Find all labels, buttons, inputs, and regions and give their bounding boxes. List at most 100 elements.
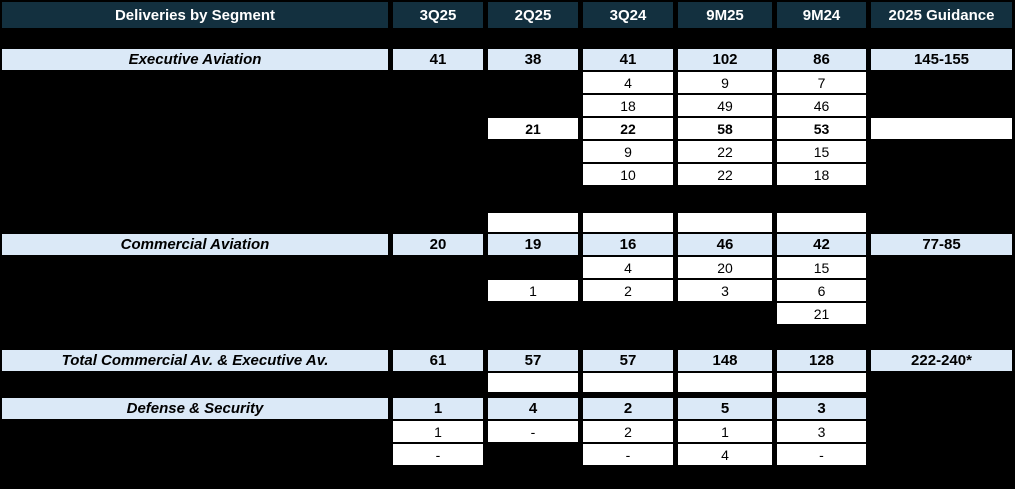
cell-segment: [2, 373, 388, 392]
column-header-9m25: 9M25: [678, 2, 772, 28]
section-label: Executive Aviation: [2, 49, 388, 70]
cell-segment: [2, 303, 388, 324]
cell-9m24: -: [777, 444, 866, 465]
cell-2q25: -: [488, 421, 578, 442]
cell-3q25: 20: [393, 234, 483, 255]
cell-9m24: 86: [777, 49, 866, 70]
cell-3q25: -: [393, 444, 483, 465]
cell-3q25: [393, 141, 483, 162]
cell-guidance: [871, 164, 1012, 185]
deliveries-table: Deliveries by Segment 3Q25 2Q25 3Q24 9M2…: [2, 2, 1015, 465]
empty-detail-row: [2, 373, 1015, 392]
cell-9m25: 4: [678, 444, 772, 465]
section-row-total: Total Commercial Av. & Executive Av. 61 …: [2, 350, 1015, 371]
cell-3q24: 18: [583, 95, 673, 116]
cell-2q25: 21: [488, 118, 578, 139]
cell-9m25: 22: [678, 141, 772, 162]
cell-9m25: [678, 303, 772, 324]
cell-3q24: [583, 213, 673, 232]
column-header-3q24: 3Q24: [583, 2, 673, 28]
cell-guidance: [871, 141, 1012, 162]
cell-2q25: [488, 257, 578, 278]
cell-2q25: [488, 444, 578, 465]
cell-9m25: 5: [678, 398, 772, 419]
cell-guidance: [871, 72, 1012, 93]
cell-2q25: [488, 72, 578, 93]
cell-guidance: [871, 280, 1012, 301]
cell-3q25: [393, 164, 483, 185]
cell-9m24: 15: [777, 141, 866, 162]
cell-2q25: 4: [488, 398, 578, 419]
cell-9m25: 46: [678, 234, 772, 255]
detail-row: 10 22 18: [2, 164, 1015, 185]
cell-9m24: 53: [777, 118, 866, 139]
column-header-9m24: 9M24: [777, 2, 866, 28]
cell-guidance: [871, 95, 1012, 116]
column-header-segment: Deliveries by Segment: [2, 2, 388, 28]
cell-guidance: [871, 303, 1012, 324]
cell-2q25: [488, 164, 578, 185]
cell-guidance: [871, 421, 1012, 442]
cell-segment: [2, 421, 388, 442]
section-row-defense-security: Defense & Security 1 4 2 5 3: [2, 398, 1015, 419]
cell-guidance: [871, 373, 1012, 392]
cell-9m25: 148: [678, 350, 772, 371]
cell-3q25: [393, 280, 483, 301]
cell-segment: [2, 164, 388, 185]
section-row-commercial-aviation: Commercial Aviation 20 19 16 46 42 77-85: [2, 234, 1015, 255]
column-header-2q25: 2Q25: [488, 2, 578, 28]
cell-3q25: [393, 257, 483, 278]
cell-9m24: 18: [777, 164, 866, 185]
cell-guidance: [871, 213, 1012, 232]
cell-segment: [2, 444, 388, 465]
cell-3q24: 4: [583, 257, 673, 278]
cell-3q25: [393, 118, 483, 139]
cell-3q25: [393, 303, 483, 324]
detail-row: 21: [2, 303, 1015, 324]
cell-9m24: 7: [777, 72, 866, 93]
cell-3q25: 41: [393, 49, 483, 70]
cell-2q25: 19: [488, 234, 578, 255]
cell-2q25: 1: [488, 280, 578, 301]
section-row-executive-aviation: Executive Aviation 41 38 41 102 86 145-1…: [2, 49, 1015, 70]
cell-3q25: 61: [393, 350, 483, 371]
cell-9m25: 102: [678, 49, 772, 70]
cell-2q25: 57: [488, 350, 578, 371]
cell-2q25: [488, 213, 578, 232]
cell-9m24: 128: [777, 350, 866, 371]
cell-guidance: 77-85: [871, 234, 1012, 255]
cell-3q24: 41: [583, 49, 673, 70]
cell-segment: [2, 95, 388, 116]
cell-segment: [2, 280, 388, 301]
cell-3q24: 4: [583, 72, 673, 93]
header-row: Deliveries by Segment 3Q25 2Q25 3Q24 9M2…: [2, 2, 1015, 28]
cell-9m24: [777, 213, 866, 232]
spacer: [2, 326, 1015, 350]
cell-2q25: 38: [488, 49, 578, 70]
detail-row: 1 2 3 6: [2, 280, 1015, 301]
cell-9m25: 20: [678, 257, 772, 278]
cell-3q25: 1: [393, 421, 483, 442]
cell-guidance: [871, 444, 1012, 465]
cell-9m24: [777, 373, 866, 392]
detail-row-subtotal: 21 22 58 53: [2, 118, 1015, 139]
cell-guidance: 145-155: [871, 49, 1012, 70]
cell-3q25: [393, 72, 483, 93]
cell-3q24: -: [583, 444, 673, 465]
section-label: Total Commercial Av. & Executive Av.: [2, 350, 388, 371]
cell-2q25: [488, 95, 578, 116]
cell-9m25: 22: [678, 164, 772, 185]
cell-guidance: 222-240*: [871, 350, 1012, 371]
cell-9m25: 58: [678, 118, 772, 139]
detail-row: - - 4 -: [2, 444, 1015, 465]
cell-3q24: 9: [583, 141, 673, 162]
detail-row: 18 49 46: [2, 95, 1015, 116]
column-header-3q25: 3Q25: [393, 2, 483, 28]
cell-3q24: 2: [583, 280, 673, 301]
cell-2q25: [488, 303, 578, 324]
detail-row: 9 22 15: [2, 141, 1015, 162]
cell-segment: [2, 72, 388, 93]
cell-guidance: [871, 398, 1012, 419]
cell-segment: [2, 257, 388, 278]
cell-9m24: 46: [777, 95, 866, 116]
